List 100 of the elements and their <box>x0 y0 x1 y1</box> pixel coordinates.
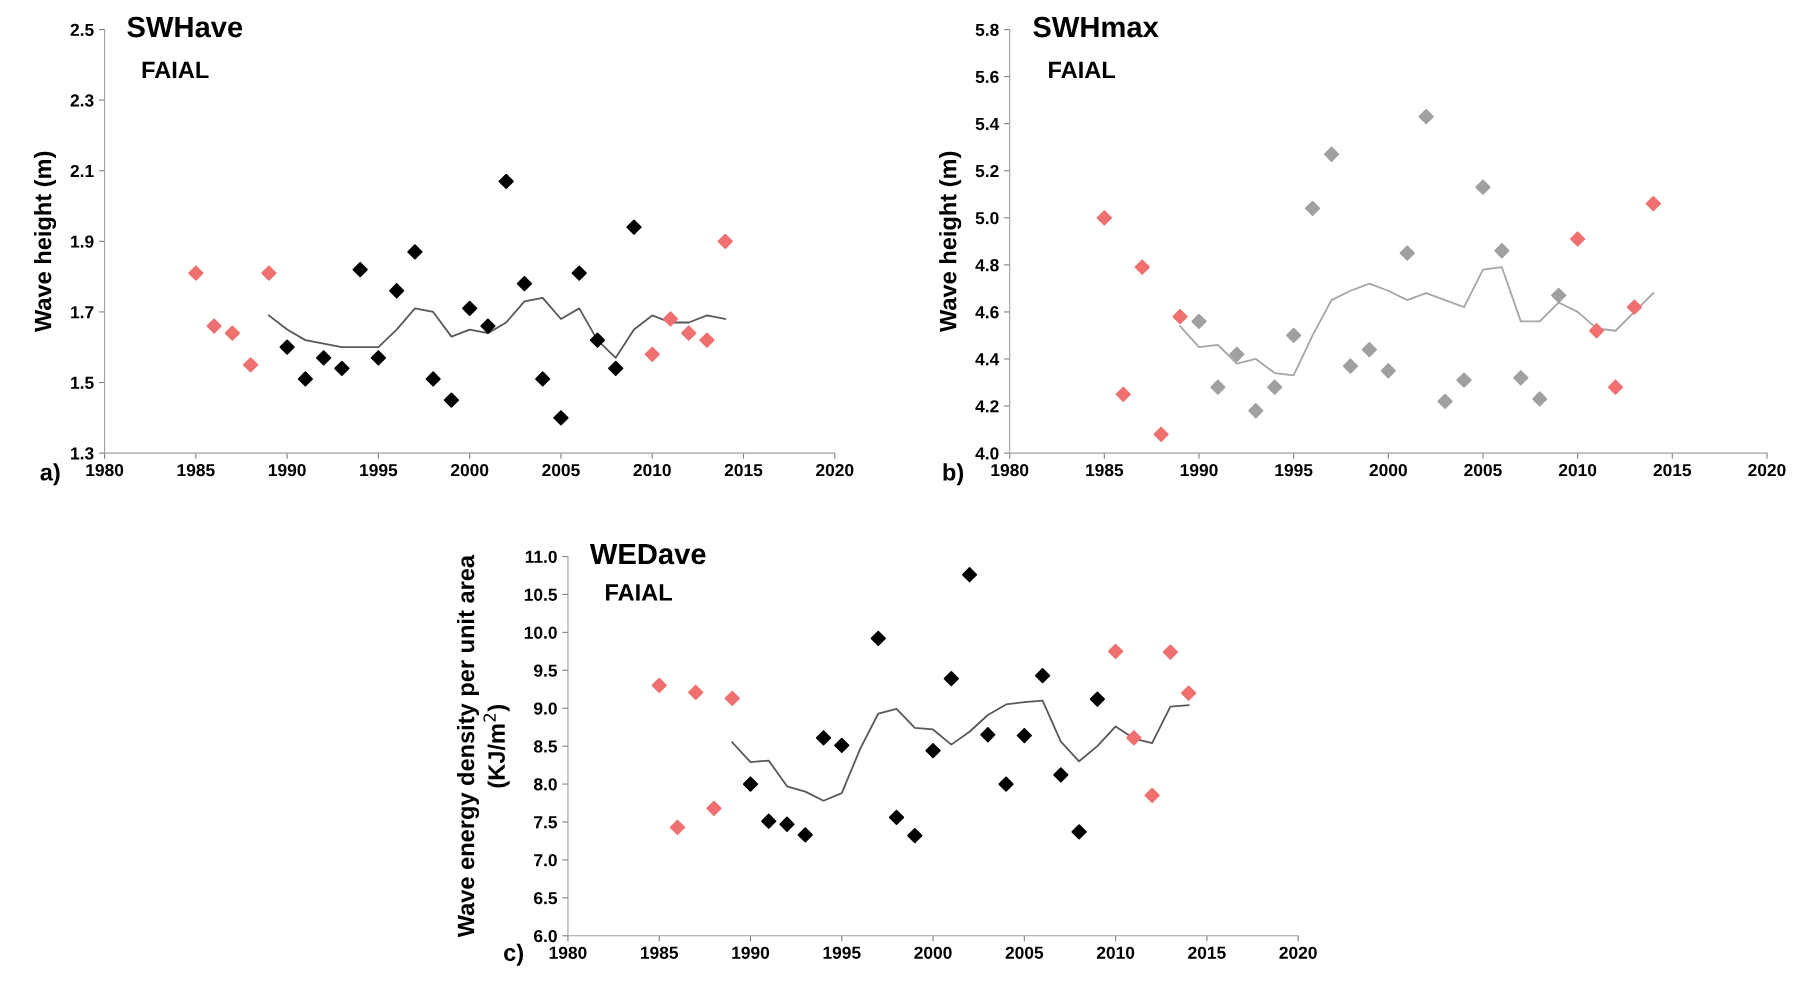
point <box>1569 231 1586 247</box>
point <box>1229 346 1245 362</box>
point <box>1626 299 1643 315</box>
y-tick-label: 10.5 <box>524 588 558 601</box>
x-tick-label: 2015 <box>1653 463 1692 477</box>
y-tick-label: 7.0 <box>534 854 557 867</box>
y-tick-label: 2.3 <box>70 94 94 107</box>
y-tick-label: 5.0 <box>975 211 999 225</box>
point <box>1248 403 1264 419</box>
point <box>626 219 642 235</box>
point <box>699 332 715 348</box>
point <box>724 690 740 706</box>
point <box>717 233 733 249</box>
y-tick-label: 9.5 <box>534 664 558 677</box>
x-tick-label: 1985 <box>177 463 215 477</box>
point <box>1162 644 1179 660</box>
point <box>407 244 423 260</box>
x-tick-label: 1980 <box>991 463 1029 477</box>
point <box>1144 787 1160 804</box>
point <box>1053 767 1069 783</box>
point <box>297 371 314 387</box>
point <box>1513 370 1529 386</box>
point <box>1153 426 1169 442</box>
x-tick-label: 2000 <box>914 946 952 959</box>
y-tick-label: 11.0 <box>525 550 557 563</box>
point <box>389 283 405 299</box>
point <box>261 265 277 281</box>
point <box>1323 146 1340 162</box>
point <box>943 670 959 687</box>
y-tick-label: 6.0 <box>534 929 557 943</box>
y-tick-label: 8.5 <box>533 740 558 753</box>
point <box>608 360 624 377</box>
point <box>1342 358 1359 374</box>
point <box>998 776 1014 792</box>
y-tick-label: 4.0 <box>975 447 999 460</box>
point <box>352 261 368 278</box>
x-tick-label: 2020 <box>1279 946 1317 959</box>
x-tick-label: 2005 <box>1464 463 1502 477</box>
point <box>1645 196 1661 212</box>
point <box>1286 327 1302 344</box>
annotation: FAIAL <box>142 61 209 79</box>
point <box>688 684 704 700</box>
point <box>535 371 551 387</box>
point <box>462 300 478 317</box>
point <box>1191 313 1207 329</box>
x-tick-label: 2010 <box>1096 946 1135 959</box>
point <box>1126 730 1142 746</box>
point <box>443 392 460 408</box>
x-tick-label: 1990 <box>268 463 306 477</box>
point <box>1380 363 1396 379</box>
point <box>188 265 204 281</box>
text: b) <box>943 463 964 486</box>
point <box>651 677 667 694</box>
x-tick-label: 2020 <box>1748 463 1786 477</box>
point <box>1210 379 1226 395</box>
line-series <box>731 699 1190 802</box>
x-tick-label: 1980 <box>86 463 124 477</box>
point <box>480 318 496 334</box>
point <box>589 332 606 348</box>
annotation: FAIAL <box>606 584 672 601</box>
point <box>334 360 350 377</box>
y-tick-label: 2.1 <box>70 164 94 178</box>
y-tick-label: 1.7 <box>71 306 94 319</box>
point <box>925 743 941 759</box>
point <box>1607 379 1624 395</box>
chart-title: SWHave <box>127 16 243 38</box>
chart-title: WEDave <box>589 544 706 565</box>
point <box>1475 179 1491 195</box>
y-tick-label: 4.2 <box>975 400 999 413</box>
x-tick-label: 1990 <box>1180 463 1218 477</box>
annotation: FAIAL <box>1049 61 1116 79</box>
point <box>888 809 905 826</box>
point <box>870 630 886 647</box>
y-tick-label: 5.8 <box>975 23 999 37</box>
point <box>1034 667 1051 684</box>
point <box>224 325 241 341</box>
point <box>797 827 813 843</box>
y-tick-label: 4.4 <box>975 353 1000 366</box>
y-tick-label: 5.2 <box>975 164 999 178</box>
point <box>1437 393 1453 409</box>
y-tick-label: 1.3 <box>71 447 94 460</box>
x-tick-label: 1990 <box>732 946 770 959</box>
x-tick-label: 1995 <box>360 463 398 477</box>
x-tick-label: 2000 <box>1369 463 1407 477</box>
point <box>1399 245 1415 261</box>
point <box>206 318 222 334</box>
text: a) <box>40 463 60 486</box>
point <box>669 819 686 835</box>
y-tick-label: 1.5 <box>71 376 94 389</box>
point <box>834 737 850 754</box>
x-tick-label: 2005 <box>1005 946 1044 959</box>
point <box>1494 243 1510 259</box>
y-axis-title: Wave height (m) <box>939 151 962 333</box>
x-tick-label: 2010 <box>1558 463 1597 477</box>
x-tick-label: 1985 <box>1086 463 1124 477</box>
x-tick-label: 1995 <box>823 946 861 959</box>
point <box>961 567 978 583</box>
point <box>1107 643 1124 659</box>
point <box>553 410 569 426</box>
point <box>1418 108 1434 125</box>
